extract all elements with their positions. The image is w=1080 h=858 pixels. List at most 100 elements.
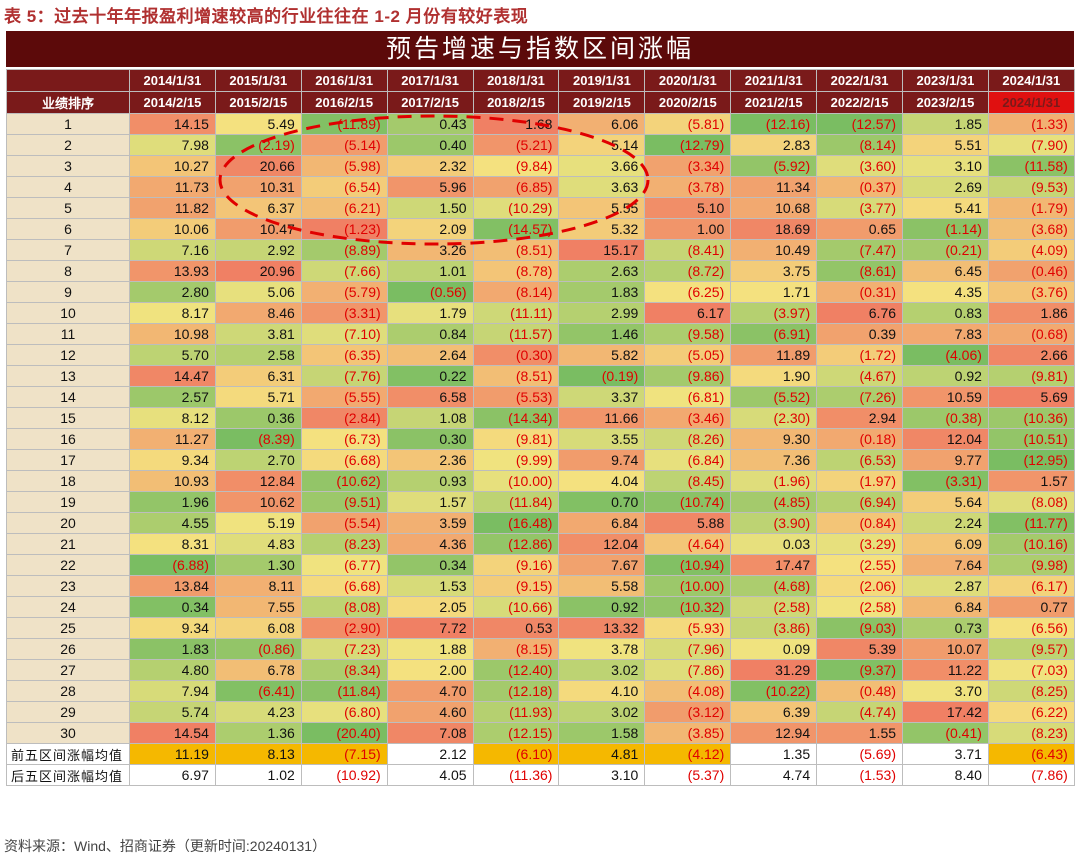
summary-value-cell: 1.02	[214, 764, 302, 786]
value-cell: 5.55	[558, 197, 646, 219]
value-cell: 1.85	[902, 113, 989, 135]
value-cell: 10.49	[730, 239, 818, 261]
summary-value-cell: 2.12	[386, 743, 474, 765]
value-cell: (8.08)	[300, 596, 388, 618]
value-cell: 0.93	[386, 470, 474, 492]
value-cell: 0.30	[386, 428, 474, 450]
value-cell: (0.37)	[816, 176, 904, 198]
value-cell: 1.55	[816, 722, 904, 744]
summary-value-cell: (6.43)	[987, 743, 1075, 765]
value-cell: (8.14)	[816, 134, 904, 156]
value-cell: (0.19)	[558, 365, 646, 387]
summary-value-cell: 8.40	[902, 764, 989, 786]
value-cell: (6.25)	[644, 281, 732, 303]
value-cell: (4.64)	[644, 533, 732, 555]
value-cell: (3.31)	[902, 470, 989, 492]
value-cell: 5.58	[558, 575, 646, 597]
value-cell: 2.57	[129, 386, 216, 408]
value-cell: (10.62)	[300, 470, 388, 492]
value-cell: (3.85)	[644, 722, 732, 744]
summary-value-cell: 4.81	[558, 743, 646, 765]
value-cell: (8.23)	[300, 533, 388, 555]
value-cell: (10.00)	[644, 575, 732, 597]
value-cell: (6.22)	[987, 701, 1075, 723]
value-cell: 4.55	[129, 512, 216, 534]
summary-value-cell: (10.92)	[300, 764, 388, 786]
value-cell: 5.06	[214, 281, 302, 303]
table-row: 10 8.17 8.46 (3.31) 1.79 (11.11) 2.99 6.17 (3.97…	[6, 302, 1075, 324]
value-cell: 15.17	[558, 239, 646, 261]
value-cell: 5.82	[558, 344, 646, 366]
value-cell: 6.17	[644, 302, 732, 324]
value-cell: (10.51)	[987, 428, 1075, 450]
value-cell: 2.09	[386, 218, 474, 240]
header-date-cell: 2018/1/31	[472, 69, 560, 92]
value-cell: 12.04	[902, 428, 989, 450]
value-cell: (7.26)	[816, 386, 904, 408]
value-cell: 3.78	[558, 638, 646, 660]
value-cell: 6.84	[902, 596, 989, 618]
value-cell: (7.23)	[300, 638, 388, 660]
value-cell: (5.98)	[300, 155, 388, 177]
value-cell: (10.16)	[987, 533, 1075, 555]
value-cell: 20.66	[214, 155, 302, 177]
value-cell: 0.83	[902, 302, 989, 324]
value-cell: 2.58	[214, 344, 302, 366]
rank-cell: 15	[6, 407, 130, 429]
value-cell: (6.88)	[129, 554, 216, 576]
value-cell: 5.10	[644, 197, 732, 219]
value-cell: 5.70	[129, 344, 216, 366]
table-title-banner: 预告增速与指数区间涨幅	[6, 31, 1074, 67]
table-row: 2 7.98 (2.19) (5.14) 0.40 (5.21) 5.14 (12.79) 2.…	[6, 134, 1075, 156]
value-cell: 1.68	[472, 113, 560, 135]
value-cell: (3.60)	[816, 155, 904, 177]
value-cell: 1.30	[214, 554, 302, 576]
header-date-cell: 2020/2/15	[644, 91, 732, 114]
value-cell: 7.98	[129, 134, 216, 156]
value-cell: (12.40)	[472, 659, 560, 681]
value-cell: (7.90)	[987, 134, 1075, 156]
summary-value-cell: 3.71	[902, 743, 989, 765]
value-cell: (11.11)	[472, 302, 560, 324]
table-row: 27 4.80 6.78 (8.34) 2.00 (12.40) 3.02 (7.86) 31.…	[6, 659, 1075, 681]
value-cell: (10.29)	[472, 197, 560, 219]
value-cell: 13.93	[129, 260, 216, 282]
value-cell: (1.72)	[816, 344, 904, 366]
value-cell: 1.58	[558, 722, 646, 744]
table-row: 3 10.27 20.66 (5.98) 2.32 (9.84) 3.66 (3.34) (5.…	[6, 155, 1075, 177]
value-cell: 2.70	[214, 449, 302, 471]
value-cell: (12.95)	[987, 449, 1075, 471]
value-cell: (14.57)	[472, 218, 560, 240]
value-cell: 9.30	[730, 428, 818, 450]
value-cell: (1.79)	[987, 197, 1075, 219]
rank-cell: 27	[6, 659, 130, 681]
header-label-cell	[6, 69, 130, 92]
summary-value-cell: 1.35	[730, 743, 818, 765]
value-cell: (4.08)	[644, 680, 732, 702]
value-cell: (11.84)	[300, 680, 388, 702]
header-date-cell: 2019/2/15	[558, 91, 646, 114]
summary-value-cell: (6.10)	[472, 743, 560, 765]
table-row: 15 8.12 0.36 (2.84) 1.08 (14.34) 11.66 (3.46) (2…	[6, 407, 1075, 429]
value-cell: (8.39)	[214, 428, 302, 450]
summary-value-cell: 4.74	[730, 764, 818, 786]
value-cell: (12.16)	[730, 113, 818, 135]
value-cell: (9.03)	[816, 617, 904, 639]
value-cell: 2.87	[902, 575, 989, 597]
value-cell: 0.92	[902, 365, 989, 387]
value-cell: (6.68)	[300, 449, 388, 471]
value-cell: 5.69	[987, 386, 1075, 408]
value-cell: (11.77)	[987, 512, 1075, 534]
value-cell: 0.34	[129, 596, 216, 618]
summary-value-cell: 8.13	[214, 743, 302, 765]
value-cell: (10.22)	[730, 680, 818, 702]
rank-cell: 16	[6, 428, 130, 450]
value-cell: 4.35	[902, 281, 989, 303]
value-cell: 0.73	[902, 617, 989, 639]
value-cell: (9.53)	[987, 176, 1075, 198]
value-cell: 10.27	[129, 155, 216, 177]
value-cell: 5.64	[902, 491, 989, 513]
value-cell: (12.86)	[472, 533, 560, 555]
value-cell: 3.63	[558, 176, 646, 198]
value-cell: 1.90	[730, 365, 818, 387]
